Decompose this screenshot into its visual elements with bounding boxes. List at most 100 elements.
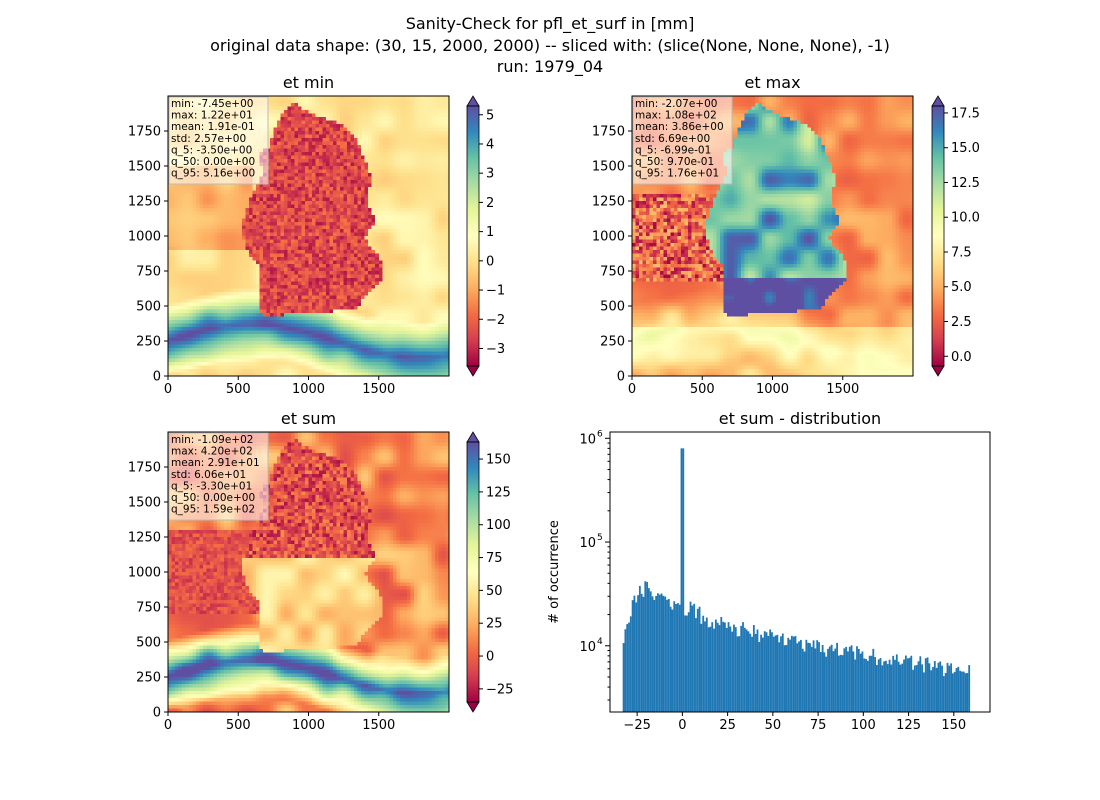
histogram-bar [649,591,652,712]
histogram-bar [908,657,911,712]
histogram-bar [818,642,820,712]
stats-line: max: 4.20e+02 [171,446,253,458]
histogram-bar [944,672,947,712]
histogram-bar [926,657,929,712]
histogram-bar [850,645,853,712]
stats-line: std: 2.57e+00 [171,133,246,145]
histogram-bar [886,664,889,712]
colorbar-tick-label: 0 [486,650,494,665]
colorbar-tick-label: 0 [486,254,494,269]
histogram-bar [631,600,634,712]
x-tick-label: 25 [719,718,736,733]
histogram-bar [828,646,831,712]
histogram-bar [653,599,656,712]
histogram-bar [704,621,706,712]
histogram-bar [789,639,791,712]
histogram-bar [736,636,739,712]
y-tick-exponent: 6 [597,429,603,439]
y-tick-label: 1000 [128,566,161,581]
y-tick-label: 1500 [592,160,625,175]
histogram-bar [819,652,822,712]
histogram-bar [924,658,927,712]
stats-line: min: -1.09e+02 [171,434,253,446]
colorbar-tick-label: 7.5 [951,245,972,260]
histogram-bar [640,593,643,712]
histogram-bar [780,636,782,712]
x-tick-label: 0 [164,718,172,733]
histogram-bar [923,672,925,712]
histogram-bar [662,595,665,712]
histogram-bar [642,596,645,712]
stats-line: q_50: 0.00e+00 [171,492,255,504]
x-tick-label: 150 [941,718,966,733]
histogram-bar [863,658,866,712]
histogram-bar [805,639,808,712]
histogram-bar [800,639,802,712]
histogram-bar [702,615,705,712]
stats-line: q_95: 1.59e+02 [171,504,255,516]
histogram-bar [937,662,940,712]
histogram-bar [776,634,779,712]
histogram-bar [928,663,931,712]
histogram-bar [705,617,708,712]
histogram-bar [660,593,663,712]
colorbar-tick-label: 2 [486,196,494,211]
colorbar-tick-label: −25 [486,682,513,697]
histogram-bar [731,631,734,712]
histogram-bar [968,665,971,712]
histogram-bar [778,642,781,712]
histogram-bar [841,655,844,712]
y-tick-label: 1250 [128,531,161,546]
y-tick-label: 250 [136,335,161,350]
colorbar-tick-label: 1 [486,225,494,240]
histogram-bar [658,594,661,712]
x-tick-label: 1500 [826,382,859,397]
histogram-bar [890,664,893,712]
stats-box [168,96,269,185]
histogram-bar [740,625,743,712]
histogram-bar [667,599,670,712]
histogram-bar [904,655,907,712]
histogram-bar [910,655,913,712]
histogram-bar [635,602,638,712]
stats-box [168,432,269,521]
histogram-bar [738,636,741,712]
histogram-bar [857,648,860,712]
x-tick-label: 500 [690,382,715,397]
histogram-bar [629,616,632,712]
histogram-bar [720,616,723,712]
histogram-bar [790,635,793,712]
histogram-bar [852,651,855,712]
histogram-bar [836,642,838,712]
x-tick-label: 1500 [362,718,395,733]
histogram-bar [948,665,951,712]
histogram-bar [942,676,945,712]
x-tick-label: 500 [226,718,251,733]
histogram-bar [686,615,688,712]
y-tick-label: 250 [600,335,625,350]
histogram-bar [812,640,815,712]
histogram-bar [749,633,752,712]
x-tick-label: 100 [851,718,876,733]
histogram-bar [879,658,882,712]
colorbar-tick-label: 3 [486,167,494,182]
histogram-bar [859,653,862,712]
histogram-bar [796,643,799,712]
histogram-bar [743,627,746,712]
colorbar-tick-label: 10.0 [951,211,980,226]
histogram-bar [839,654,842,712]
x-tick-label: 125 [896,718,921,733]
colorbar-extend-min [931,365,945,377]
histogram-bar [742,622,744,712]
stats-line: q_5: -3.50e+00 [171,144,252,156]
colorbar-tick-label: 5.0 [951,280,972,295]
histogram-bar [861,651,864,712]
histogram-bar [794,636,797,712]
histogram-bar [714,619,717,712]
y-tick-label: 0 [617,370,625,385]
histogram-bar [628,622,630,712]
histogram-bar [684,615,686,712]
y-tick-label: 10 [579,640,596,655]
histogram-bar [899,664,902,712]
